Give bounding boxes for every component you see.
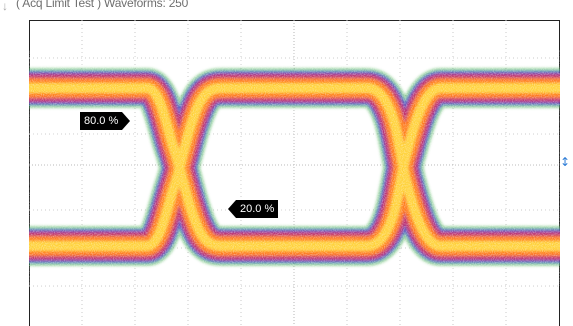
marker-80-label: 80.0 % xyxy=(84,115,119,127)
trace-noise-overlay xyxy=(29,50,560,286)
waveforms-count: Waveforms: 250 xyxy=(104,0,189,10)
marker-80-percent: 80.0 % xyxy=(80,112,131,130)
eye-diagram-plot[interactable] xyxy=(29,20,560,326)
acquisition-status: ( Acq Limit Test ) Waveforms: 250 xyxy=(16,0,188,10)
marker-20-percent: 20.0 % xyxy=(227,200,279,218)
acq-limit-test-label: ( Acq Limit Test ) xyxy=(16,0,101,10)
marker-20-label: 20.0 % xyxy=(240,203,275,215)
trigger-arrow-icon: ↓ xyxy=(2,0,8,13)
level-arrow-icon[interactable]: ↕ xyxy=(559,155,570,169)
